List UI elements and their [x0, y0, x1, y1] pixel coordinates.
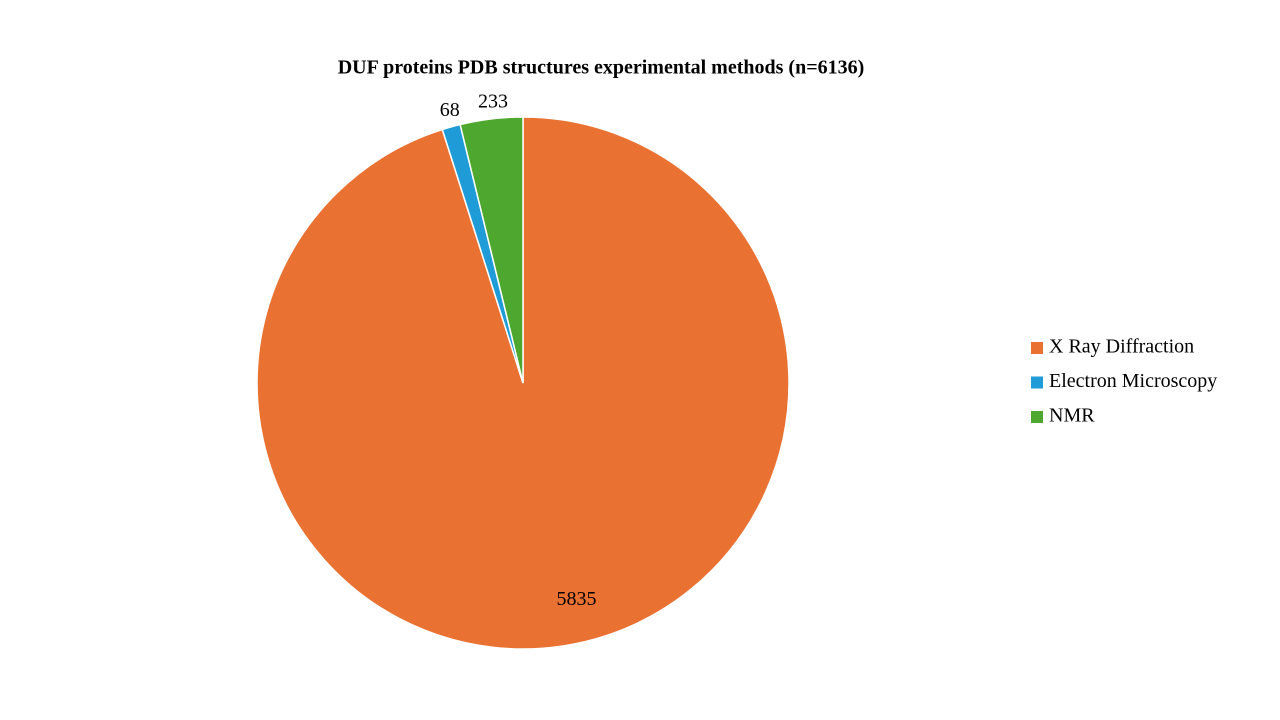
chart-title: DUF proteins PDB structures experimental… [338, 57, 865, 79]
legend-swatch [1031, 342, 1043, 354]
legend-label: NMR [1049, 405, 1095, 427]
legend-label: Electron Microscopy [1049, 370, 1217, 392]
legend-label: X Ray Diffraction [1049, 336, 1194, 358]
legend-swatch [1031, 411, 1043, 423]
data-label: 68 [440, 99, 460, 121]
legend-swatch [1031, 376, 1043, 389]
pie-slice [459, 116, 524, 384]
data-label: 233 [478, 91, 508, 113]
data-label: 5835 [556, 588, 596, 610]
